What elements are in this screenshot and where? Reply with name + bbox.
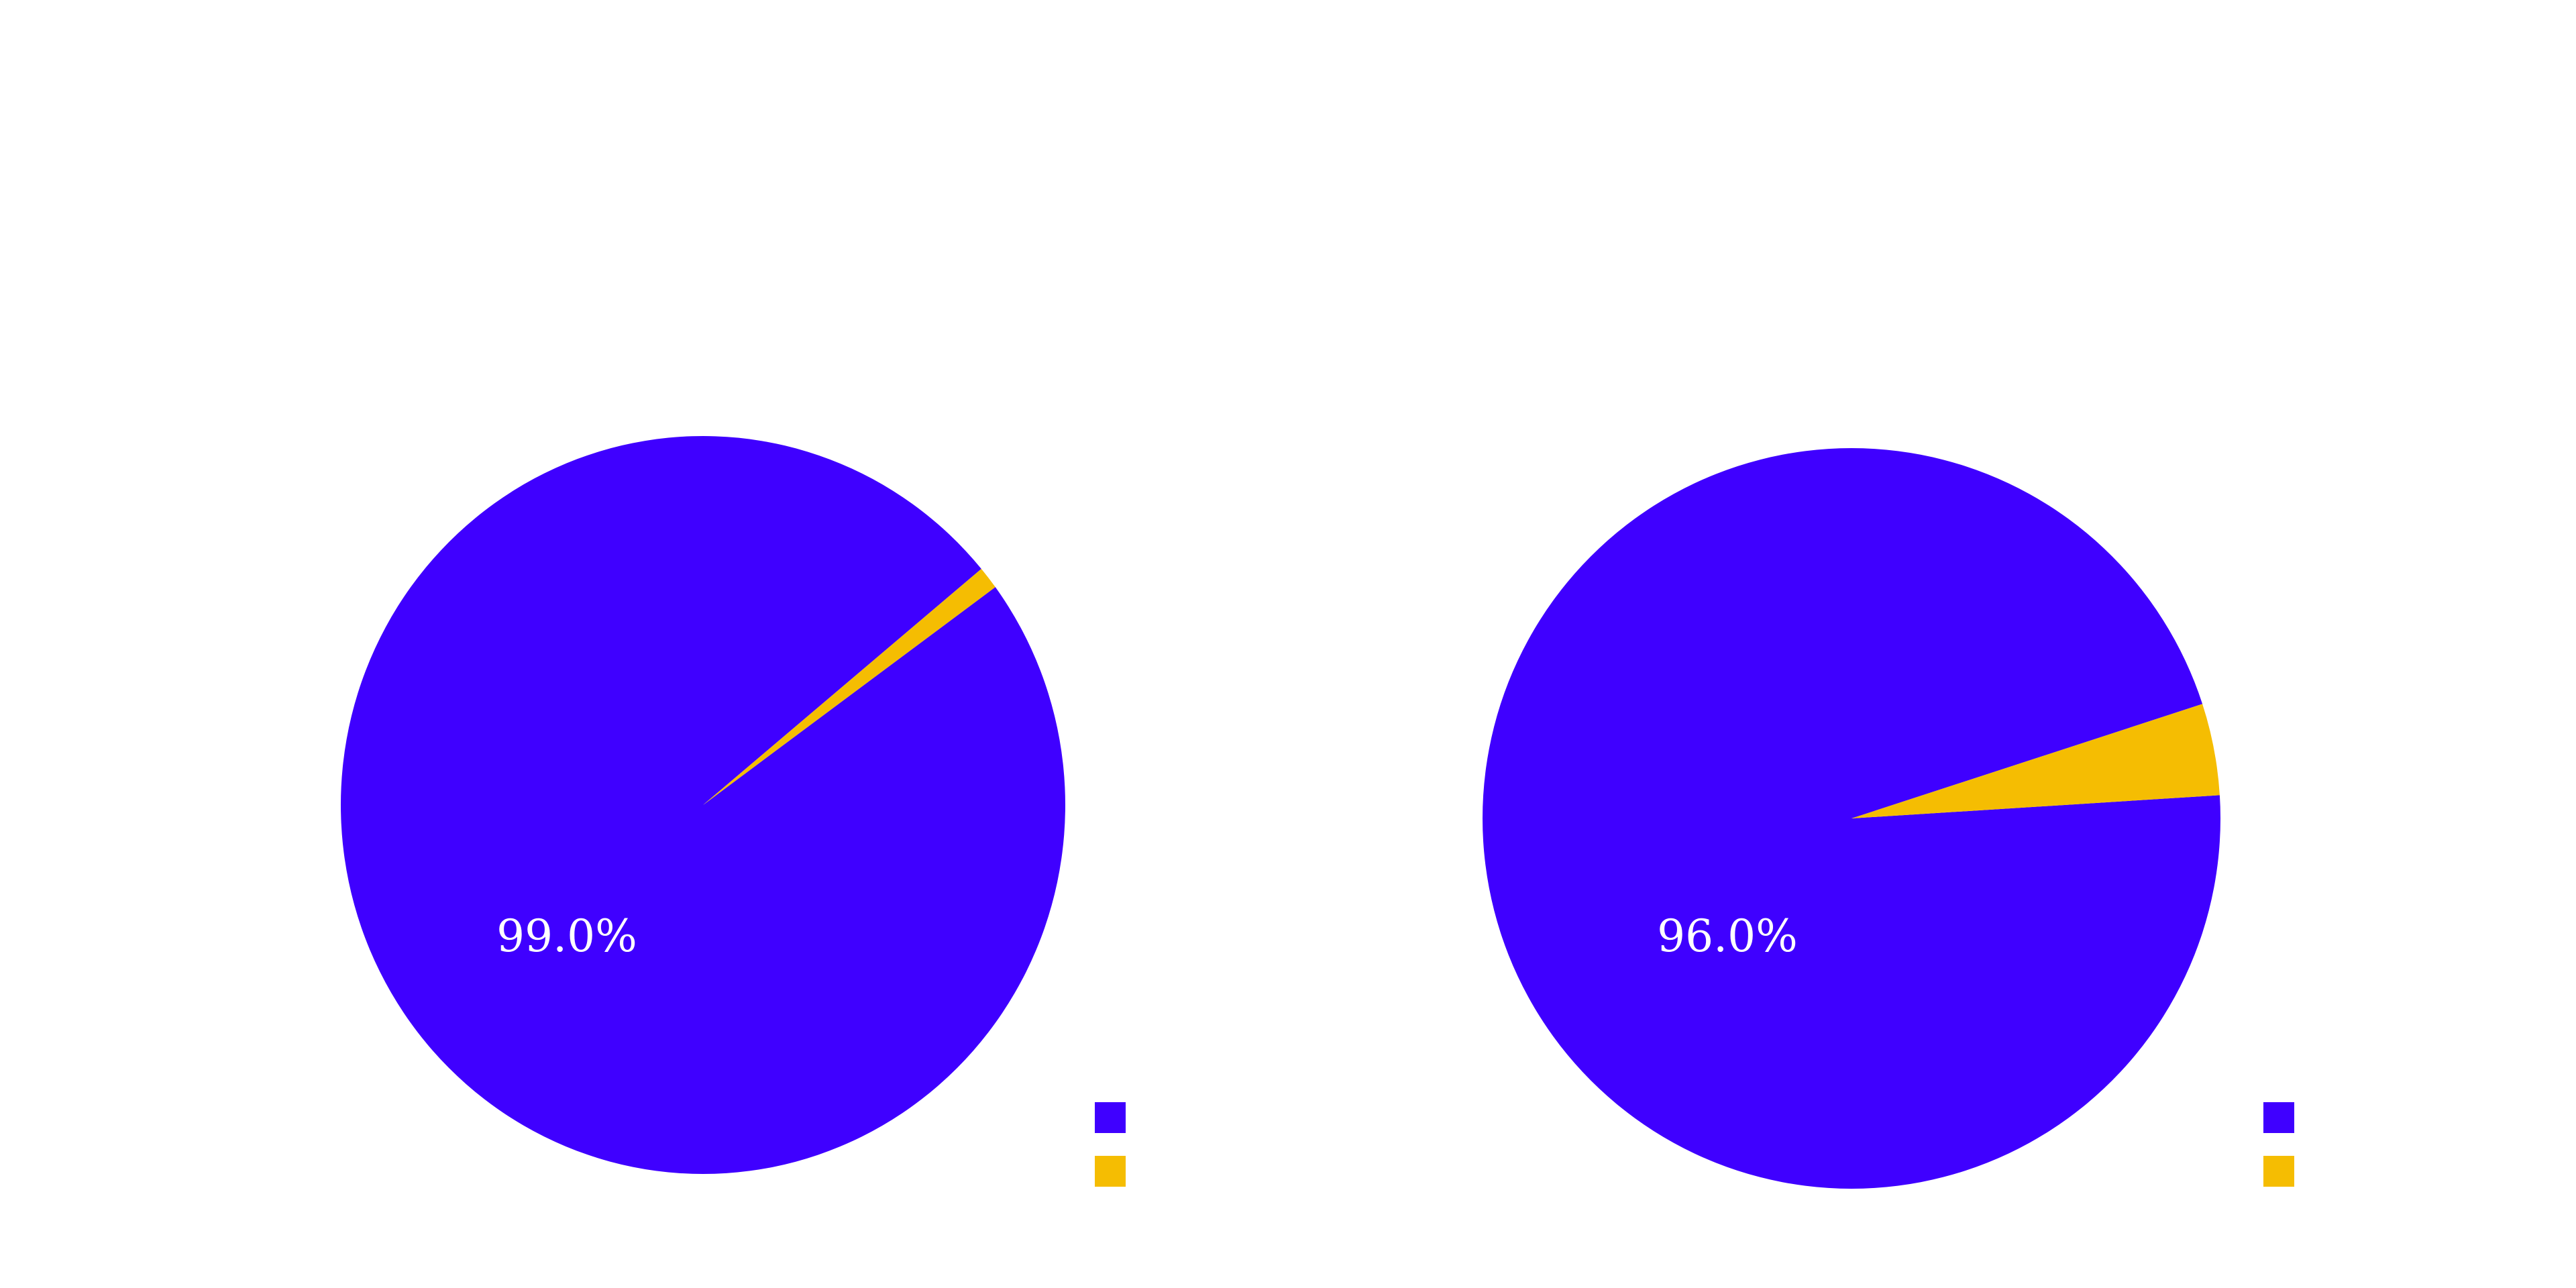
legend-swatch-0 [1095, 1102, 1126, 1133]
pie-chart-right: 96.0% [1483, 448, 2294, 1189]
slice-percent-label: 99.0% [496, 910, 637, 962]
legend-swatch-1 [2263, 1156, 2294, 1187]
legend-swatch-1 [1095, 1156, 1126, 1187]
slice-percent-label: 96.0% [1657, 910, 1798, 962]
pie-slice-0 [1483, 448, 2221, 1189]
pie-slice-1 [703, 568, 996, 805]
legend-swatch-0 [2263, 1102, 2294, 1133]
pie-chart-left: 99.0% [340, 435, 1126, 1187]
pie-slice-1 [1851, 704, 2220, 818]
pie-slice-0 [340, 435, 1065, 1174]
